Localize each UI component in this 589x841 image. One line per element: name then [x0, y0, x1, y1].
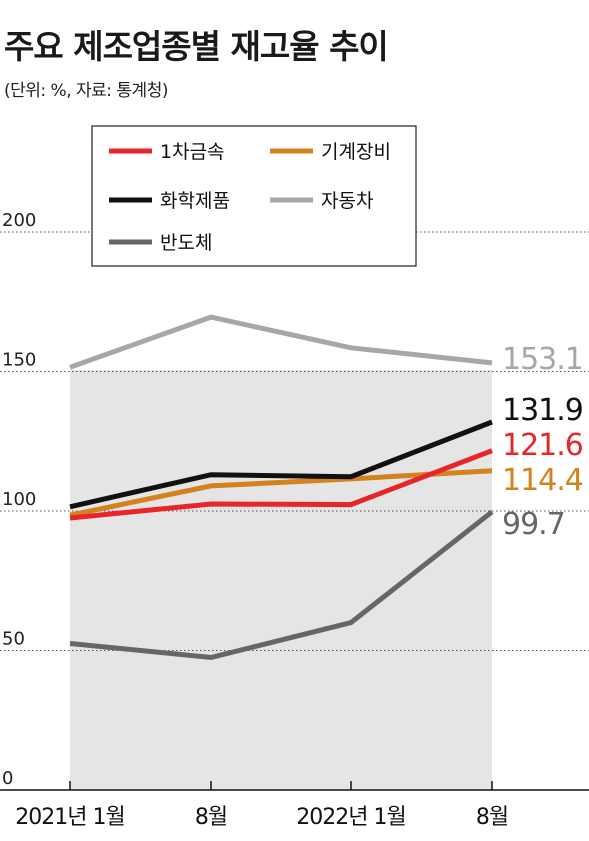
series-line-반도체: [69, 509, 494, 661]
x-tick-label: 2021년 1월: [15, 805, 124, 830]
series-line-화학제품: [69, 419, 493, 510]
y-tick-label: 200: [2, 210, 36, 231]
legend-label-기계장비: 기계장비: [321, 141, 391, 163]
y-tick-label: 0: [2, 768, 13, 789]
plot-shade: [70, 370, 492, 790]
end-label-화학제품: 131.9: [502, 393, 583, 428]
end-label-자동차: 153.1: [502, 342, 583, 377]
series-lines: [69, 314, 494, 661]
legend-label-반도체: 반도체: [160, 232, 212, 254]
end-label-기계장비: 114.4: [502, 463, 583, 498]
series-line-기계장비: [69, 468, 493, 518]
legend-label-1차금속: 1차금속: [160, 141, 225, 163]
x-tick-label: 2022년 1월: [296, 805, 405, 830]
legend-label-화학제품: 화학제품: [160, 190, 230, 212]
y-tick-label: 100: [2, 489, 36, 510]
unit-note: (단위: %, 자료: 통계청): [4, 81, 168, 101]
end-label-1차금속: 121.6: [502, 428, 583, 463]
x-axis: 2021년 1월 8월 2022년 1월 8월: [0, 781, 589, 830]
x-tick-label: 8월: [476, 805, 508, 830]
chart-title: 주요 제조업종별 재고율 추이: [4, 27, 389, 66]
series-line-1차금속: [69, 448, 493, 521]
legend-label-자동차: 자동차: [321, 190, 373, 212]
series-line-자동차: [69, 314, 493, 370]
y-tick-label: 50: [2, 629, 25, 650]
x-tick-label: 8월: [195, 805, 227, 830]
y-tick-labels: 0 50 100 150 200: [2, 210, 36, 789]
y-tick-label: 150: [2, 350, 36, 371]
end-label-반도체: 99.7: [502, 507, 565, 542]
